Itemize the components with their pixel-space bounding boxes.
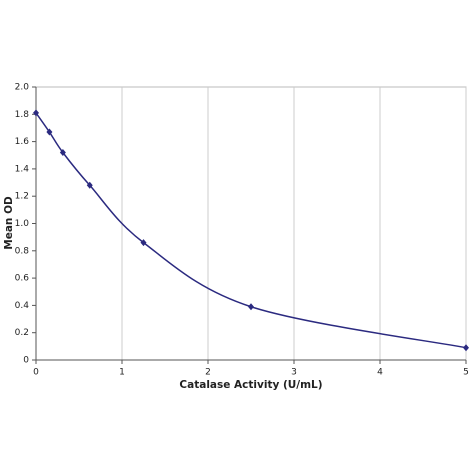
point [463,344,469,352]
x-tick-label: 4 [377,368,383,378]
y-tick-label: 1.4 [15,164,30,174]
y-tick-label: 0.2 [15,328,29,338]
x-tick-label: 0 [33,368,39,378]
x-tick-label: 5 [463,368,469,378]
y-tick-label: 2.0 [15,83,30,93]
x-tick-label: 3 [291,368,297,378]
point [33,109,39,117]
y-axis-title: Mean OD [3,196,15,250]
point [46,128,53,136]
y-tick-label: 1.0 [15,219,30,229]
plot-frame [35,86,467,361]
y-tick-label: 1.6 [15,137,30,147]
point [86,181,93,189]
point [59,149,66,157]
x-axis-title: Catalase Activity (U/mL) [179,379,322,391]
point [140,239,147,247]
curve [35,112,467,349]
y-tick-label: 0 [23,356,29,366]
point [248,303,254,311]
x-tick-label: 1 [119,368,125,378]
y-tick-label: 0.6 [15,274,30,284]
y-tick-label: 0.8 [15,246,30,256]
y-tick-label: 1.8 [15,110,30,120]
y-tick-label: 1.2 [15,192,29,202]
y-tick-label: 0.4 [15,301,30,311]
x-tick-label: 2 [205,368,211,378]
